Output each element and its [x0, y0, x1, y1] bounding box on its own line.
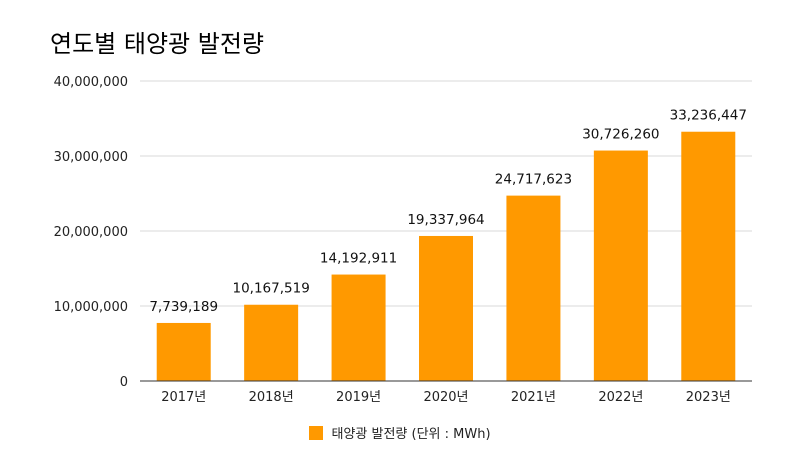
- data-label: 10,167,519: [232, 281, 309, 297]
- bar: [419, 235, 473, 381]
- bar: [244, 304, 299, 381]
- x-tick-label: 2017년: [161, 390, 206, 405]
- data-label: 7,739,189: [149, 299, 218, 315]
- legend-label: 태양광 발전량 (단위 : MWh): [331, 427, 491, 442]
- bar: [681, 131, 736, 381]
- bar: [331, 274, 386, 381]
- data-label: 24,717,623: [495, 172, 572, 188]
- legend-swatch: [309, 426, 324, 440]
- bar: [156, 322, 211, 381]
- bar: [593, 150, 648, 381]
- y-tick-label: 20,000,000: [54, 225, 128, 240]
- x-tick-label: 2022년: [598, 390, 643, 405]
- x-tick-label: 2023년: [686, 390, 731, 405]
- y-tick-label: 30,000,000: [54, 150, 128, 165]
- data-label: 19,337,964: [407, 212, 484, 228]
- data-label: 14,192,911: [320, 251, 397, 267]
- x-tick-label: 2020년: [423, 390, 468, 405]
- bar: [506, 195, 561, 381]
- legend: 태양광 발전량 (단위 : MWh): [0, 423, 800, 442]
- x-tick-label: 2021년: [511, 390, 556, 405]
- data-label: 30,726,260: [582, 127, 659, 143]
- chart-title: 연도별 태양광 발전량: [50, 30, 264, 58]
- y-tick-label: 0: [120, 375, 128, 390]
- data-label: 33,236,447: [670, 108, 747, 124]
- y-tick-label: 10,000,000: [54, 300, 128, 315]
- y-tick-label: 40,000,000: [54, 75, 128, 90]
- x-tick-label: 2018년: [249, 390, 294, 405]
- x-tick-label: 2019년: [336, 390, 381, 405]
